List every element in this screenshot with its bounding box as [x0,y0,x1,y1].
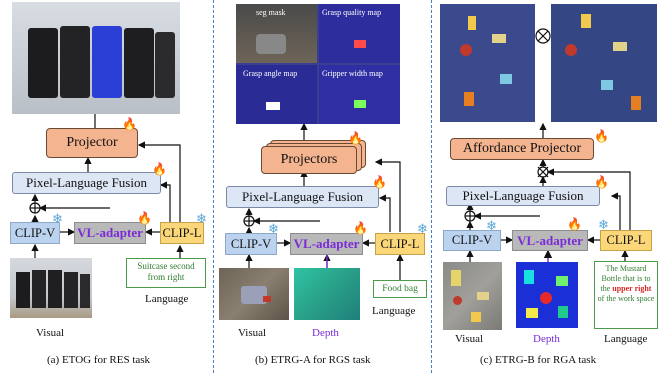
fire-icon: 🔥 [353,221,368,235]
depth-image [516,262,578,328]
map-label-grasp-angle: Grasp angle map [243,69,298,78]
fire-icon: 🔥 [137,211,152,225]
snowflake-icon: ❄ [52,211,63,226]
vl-adapter-box: VL-adapter [512,230,588,251]
language-text-part-3: of the work space [597,294,655,303]
panel-divider-left [213,0,214,373]
workspace-visual-image [443,262,502,330]
fire-icon: 🔥 [152,162,167,176]
snowflake-icon: ❄ [417,221,428,236]
visual-label: Visual [238,327,267,339]
caption-b: (b) ETRG-A for RGS task [255,354,371,366]
language-input-text: Suitcase second from right [126,258,206,288]
caption-a: (a) ETOG for RES task [47,354,151,366]
affordance-map-right [551,4,657,122]
map-label-grasp-quality: Grasp quality map [322,8,382,17]
language-text-highlight: upper right [612,284,652,293]
projectors-box: Projectors [261,146,357,174]
map-label-gripper-width: Gripper width map [322,69,383,78]
clip-v-box: CLIP-V [225,233,277,255]
pixel-language-fusion-box: Pixel-Language Fusion [12,172,161,194]
fire-icon: 🔥 [348,131,363,145]
language-label: Language [145,293,189,305]
language-label: Language [604,333,648,345]
fire-icon: 🔥 [594,175,609,189]
clip-l-box: CLIP-L [160,222,204,244]
visual-label: Visual [36,327,65,339]
suitcase-output-image [12,2,180,114]
affordance-projector-box: Affordance Projector [450,138,594,160]
affordance-map-left [440,4,535,122]
projector-box: Projector [46,128,138,158]
snowflake-icon: ❄ [598,217,609,232]
clip-l-box: CLIP-L [375,233,425,255]
rgb-visual-image [219,268,289,320]
clip-v-box: CLIP-V [443,230,501,251]
depth-label: Depth [312,327,339,339]
snowflake-icon: ❄ [268,221,279,236]
language-input-text: The Mustard Bottle that is to the upper … [594,261,658,329]
language-label: Language [372,305,416,317]
panel-divider-right [431,0,432,373]
depth-label: Depth [533,333,560,345]
clip-v-box: CLIP-V [10,222,60,244]
fire-icon: 🔥 [372,175,387,189]
caption-c: (c) ETRG-B for RGA task [480,354,597,366]
visual-label: Visual [455,333,484,345]
suitcase-visual-image [10,258,92,318]
language-text-part-1: The Mustard Bottle that is to the [600,264,651,293]
map-label-seg-mask: seg mask [256,8,286,17]
depth-image [294,268,360,320]
vl-adapter-box: VL-adapter [290,233,363,255]
clip-l-box: CLIP-L [600,230,652,251]
grasp-maps-grid [236,4,400,124]
vl-adapter-box: VL-adapter [74,222,146,244]
fire-icon: 🔥 [594,129,609,143]
snowflake-icon: ❄ [196,211,207,226]
pixel-language-fusion-box: Pixel-Language Fusion [226,186,379,208]
language-input-text: Food bag [373,280,427,298]
snowflake-icon: ❄ [486,218,497,233]
fire-icon: 🔥 [567,217,582,231]
pixel-language-fusion-box: Pixel-Language Fusion [446,186,600,206]
fire-icon: 🔥 [122,117,137,131]
